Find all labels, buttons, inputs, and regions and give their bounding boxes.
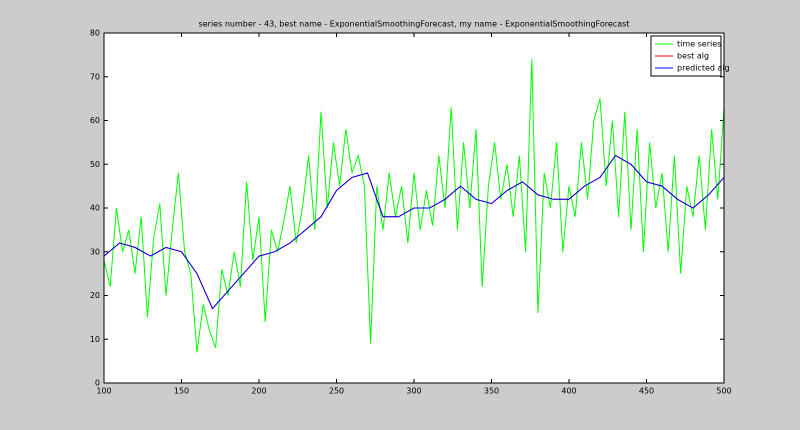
series-line (103, 59, 725, 353)
x-tick-label: 350 (484, 387, 499, 396)
y-tick-label: 20 (90, 291, 100, 300)
y-tick-label: 30 (90, 247, 100, 256)
x-tick-label: 400 (561, 387, 576, 396)
series-line (103, 154, 725, 310)
legend-label: time series (677, 40, 721, 49)
axes-frame (103, 32, 725, 384)
y-tick-label: 70 (90, 72, 100, 81)
y-tick-label: 60 (90, 116, 100, 125)
y-tick-label: 80 (90, 29, 100, 38)
x-tick-label: 100 (96, 387, 111, 396)
y-tick-label: 50 (90, 160, 100, 169)
chart-title: series number - 43, best name - Exponent… (199, 20, 630, 29)
legend-label: predicted alg (677, 64, 730, 73)
x-tick-label: 450 (639, 387, 654, 396)
legend-label: best alg (677, 52, 709, 61)
x-tick-label: 300 (406, 387, 421, 396)
x-tick-label: 150 (174, 387, 189, 396)
y-tick-label: 0 (95, 379, 100, 388)
x-tick-label: 500 (716, 387, 731, 396)
y-tick-label: 40 (90, 204, 100, 213)
x-tick-label: 250 (329, 387, 344, 396)
y-tick-label: 10 (90, 335, 100, 344)
x-tick-label: 200 (251, 387, 266, 396)
